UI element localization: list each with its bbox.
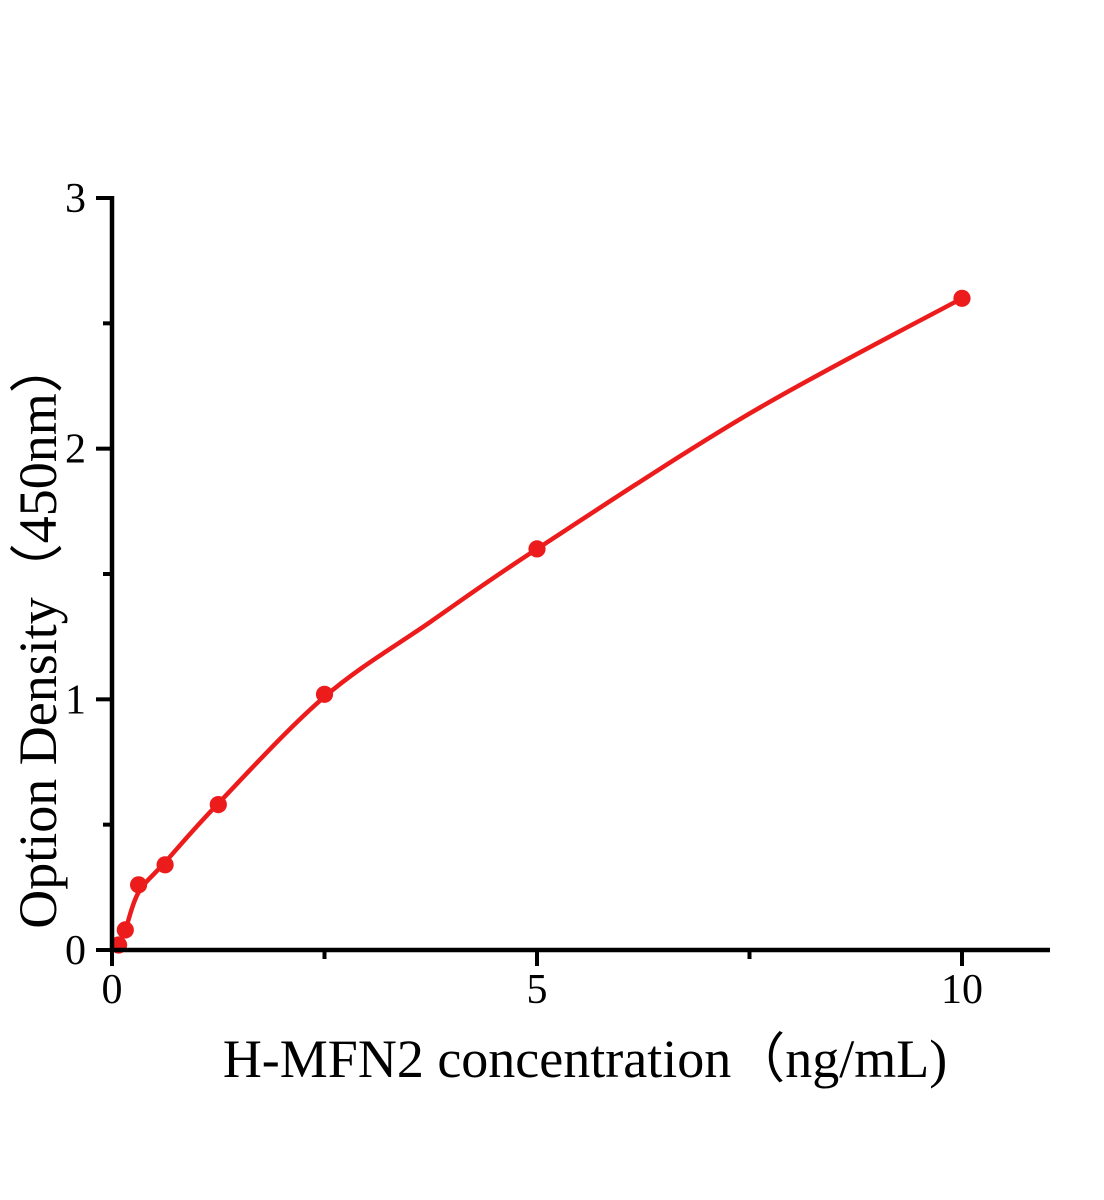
y-tick-label: 2 — [65, 427, 86, 473]
x-axis-title: H-MFN2 concentration（ng/mL) — [223, 1029, 947, 1089]
data-point — [156, 856, 174, 874]
fit-curve-line — [109, 296, 965, 953]
data-point — [528, 540, 546, 558]
data-point — [130, 876, 148, 894]
axis-tick-labels: 0 5 10 0 1 2 3 — [65, 176, 983, 1013]
y-tick-label: 0 — [65, 928, 86, 974]
axis-major-ticks — [96, 196, 964, 966]
axis-minor-ticks — [103, 321, 752, 959]
data-point — [953, 289, 971, 307]
data-point — [209, 796, 227, 814]
y-tick-label: 3 — [65, 176, 86, 222]
data-points — [110, 289, 971, 954]
y-tick-label: 1 — [65, 677, 86, 723]
x-tick-label: 0 — [102, 967, 123, 1013]
x-tick-label: 10 — [941, 967, 983, 1013]
x-tick-label: 5 — [527, 967, 548, 1013]
data-point — [315, 685, 334, 703]
y-axis-title: Option Density（450nm） — [8, 339, 68, 929]
data-point — [116, 921, 134, 939]
